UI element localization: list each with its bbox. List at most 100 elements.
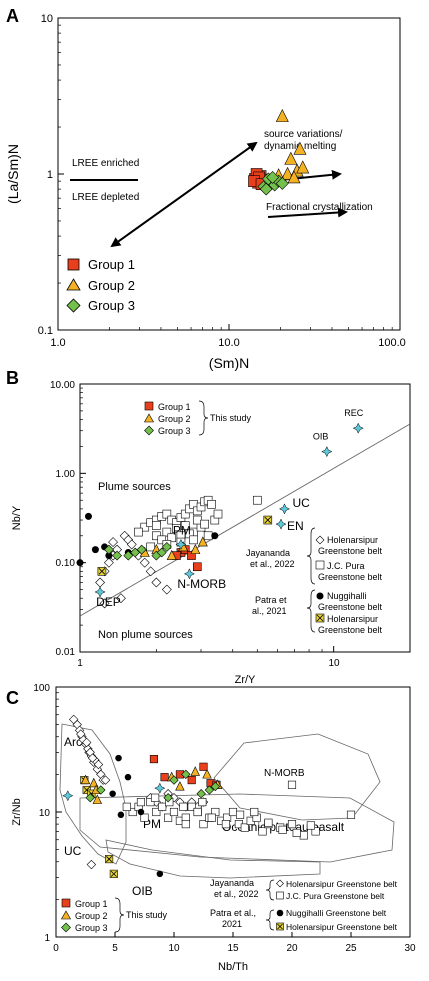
ref-c-patra-line2: 2021: [222, 919, 242, 929]
legend-b-label-group3: Group 3: [158, 426, 191, 436]
point-c-j-c-pura-greenstone-belt: [151, 793, 160, 802]
panel-c-xtick-label-30: 30: [404, 943, 416, 954]
panel-c-xtick-label-10: 10: [168, 943, 180, 954]
point-c-j-c-pura-greenstone-belt: [146, 798, 155, 807]
ref-c-jayananda-line1: Jayananda: [210, 878, 254, 888]
point-b-group-1: [192, 562, 202, 572]
ref-c-label-nuggihalli: Nuggihalli Greenstone belt: [286, 908, 387, 918]
point-a-group-2: [281, 166, 295, 180]
point-c-holenarsipur-greenstone-belt: [86, 859, 97, 870]
point-c-holenarsipur-greenstone-belt: [105, 855, 114, 864]
point-c-group-2: [190, 766, 200, 776]
point-b-j-c-pura-greenstone-belt: [162, 527, 172, 537]
ref-point-b-en: [275, 518, 287, 530]
panel-c: C 0 5 10 15 20 25 30 1 10 100 Nb/Th Zr/Nb Arcs…: [6, 683, 416, 973]
point-c-holenarsipur-greenstone-belt: [93, 759, 104, 770]
point-c-j-c-pura-greenstone-belt: [140, 813, 149, 822]
ref-label-b-n-morb: N-MORB: [177, 577, 226, 591]
point-c-holenarsipur-greenstone-belt: [100, 775, 111, 785]
panel-a-ytick-1: 1: [47, 169, 53, 181]
ref-point-b-dep: [94, 586, 106, 598]
panel-c-ytick-10: 10: [39, 808, 51, 819]
point-c-group-3: [96, 785, 106, 795]
point-b-holenarsipur-greenstone-belt: [103, 557, 114, 568]
point-c-j-c-pura-greenstone-belt: [236, 810, 245, 819]
point-c-group-2: [175, 781, 185, 791]
point-c-group-1: [199, 762, 208, 771]
panel-b-ticks: [79, 383, 411, 653]
ref-label-b-uc: UC: [292, 496, 310, 510]
panel-a-xtick-10: 10.0: [218, 337, 239, 349]
ref-b-marker-holenarsipur: [315, 535, 325, 545]
point-b-holenarsipur-greenstone-belt: [97, 567, 107, 576]
point-c-j-c-pura-greenstone-belt: [287, 820, 297, 829]
ref-label-b-oib: OIB: [313, 432, 329, 442]
legend-marker-group2: [66, 278, 81, 291]
panel-c-legend-this-study: Group 1 Group 2 Group 3 This study: [60, 897, 168, 933]
ref-point-b-uc: [278, 503, 291, 515]
ref-b-label-holenarsipur2: Greenstone belt: [318, 546, 383, 556]
panel-a-points: [248, 108, 310, 196]
point-c-nuggihalli-greenstone-belt: [109, 790, 116, 797]
point-b-holenarsipur-greenstone-belt: [116, 593, 126, 604]
point-a-group-2: [287, 170, 301, 184]
point-b-j-c-pura-greenstone-belt: [146, 542, 156, 552]
point-b-holenarsipur-greenstone-belt: [151, 577, 162, 588]
ref-b-jayananda-line2: et al., 2022: [250, 559, 295, 569]
panel-c-xlabel: Nb/Th: [218, 961, 248, 973]
point-c-j-c-pura-greenstone-belt: [207, 813, 216, 822]
point-b-holenarsipur-greenstone-belt: [139, 557, 150, 568]
point-b-j-c-pura-greenstone-belt: [192, 515, 202, 525]
ref-c-marker-jcpura: [276, 891, 284, 900]
ref-c-marker-holenarsipur: [276, 879, 284, 888]
ref-c-marker-holenarsipur-patra: [276, 922, 284, 931]
legend-b-note: This study: [210, 413, 252, 423]
arrow-source-variations: [110, 141, 258, 248]
panel-a-legend: Group 1 Group 2 Group 3: [66, 257, 135, 313]
point-b-group-3: [161, 542, 172, 552]
point-c-group-3: [169, 775, 179, 785]
ref-b-label-holenarsipur1: Holenarsipur: [327, 535, 378, 545]
panel-b-legend-this-study: Group 1 Group 2 Group 3 This study: [143, 400, 252, 436]
point-c-nuggihalli-greenstone-belt: [115, 754, 122, 762]
point-a-group-3: [266, 171, 280, 184]
ref-c-jayananda-line2: et al., 2022: [214, 889, 259, 899]
annotation-source-variations: source variations/: [264, 129, 343, 140]
point-b-j-c-pura-greenstone-belt: [134, 527, 143, 537]
point-c-j-c-pura-greenstone-belt: [292, 828, 301, 837]
point-a-group-2: [284, 151, 298, 165]
point-b-group-1: [187, 551, 196, 560]
point-c-j-c-pura-greenstone-belt: [306, 821, 315, 830]
point-b-holenarsipur-greenstone-belt: [263, 515, 273, 525]
ref-point-b-n-morb: [183, 568, 196, 580]
panel-a-tick-labels: 1.0 10.0 100.0 0.1 1 10: [38, 13, 406, 349]
ref-b-label-nuggihalli1: Nuggihalli: [327, 591, 367, 601]
point-c-j-c-pura-greenstone-belt: [287, 780, 297, 789]
plume-discriminant-line: [79, 423, 411, 617]
point-c-j-c-pura-greenstone-belt: [240, 823, 249, 832]
panel-c-ytick-labels: 1 10 100: [33, 683, 50, 944]
panel-b-ytick-100: 1.00: [56, 469, 76, 480]
ref-label-b-dep: DEP: [96, 595, 121, 609]
point-b-nuggihalli-greenstone-belt: [105, 552, 113, 560]
panel-a-label: A: [6, 6, 19, 26]
point-b-nuggihalli-greenstone-belt: [91, 546, 99, 554]
point-b-group-3: [112, 550, 122, 561]
legend-label-group2: Group 2: [88, 278, 135, 293]
panel-c-ticks: [55, 686, 411, 938]
legend-b-label-group2: Group 2: [158, 414, 191, 424]
field-arcs: [59, 723, 127, 865]
ref-b-label-holenarsipur-patra1: Holenarsipur: [327, 614, 378, 624]
point-b-nuggihalli-greenstone-belt: [211, 532, 219, 540]
point-c-j-c-pura-greenstone-belt: [136, 798, 146, 807]
point-b-j-c-pura-greenstone-belt: [213, 509, 223, 519]
field-oceanic-plateau-basalt: [79, 793, 395, 863]
point-b-group-2: [190, 543, 201, 554]
point-c-nuggihalli-greenstone-belt: [156, 870, 164, 878]
point-c-j-c-pura-greenstone-belt: [169, 807, 179, 817]
point-c-group-2: [80, 774, 91, 785]
panel-c-xtick-label-15: 15: [227, 943, 239, 954]
point-c-group-2: [202, 768, 212, 779]
point-c-j-c-pura-greenstone-belt: [164, 813, 173, 822]
ref-b-patra-line1: Patra et: [255, 595, 287, 605]
